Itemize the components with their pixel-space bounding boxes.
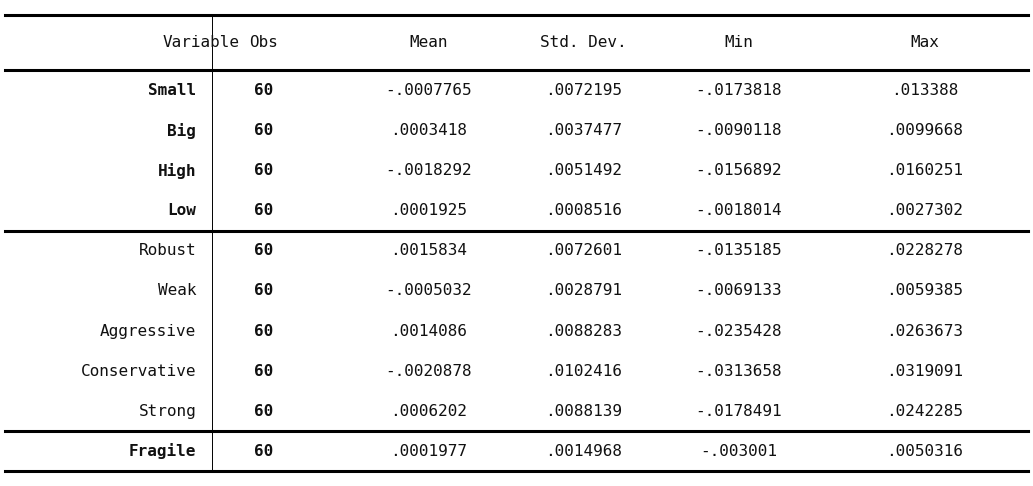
Text: .0051492: .0051492 (545, 163, 622, 178)
Text: Low: Low (167, 203, 196, 218)
Text: -.0178491: -.0178491 (695, 404, 782, 419)
Text: .0263673: .0263673 (886, 324, 963, 339)
Text: 60: 60 (254, 163, 273, 178)
Text: Conservative: Conservative (81, 364, 196, 379)
Text: .0319091: .0319091 (886, 364, 963, 379)
Text: Weak: Weak (158, 283, 196, 298)
Text: Fragile: Fragile (129, 443, 196, 459)
Text: .0014968: .0014968 (545, 444, 622, 459)
Text: -.0090118: -.0090118 (695, 123, 782, 138)
Text: 60: 60 (254, 123, 273, 138)
Text: 60: 60 (254, 243, 273, 259)
Text: 60: 60 (254, 203, 273, 218)
Text: Robust: Robust (138, 243, 196, 259)
Text: .0014086: .0014086 (390, 324, 467, 339)
Text: Big: Big (167, 122, 196, 139)
Text: .0072195: .0072195 (545, 83, 622, 98)
Text: -.0018014: -.0018014 (695, 203, 782, 218)
Text: -.003001: -.003001 (700, 444, 777, 459)
Text: .0050316: .0050316 (886, 444, 963, 459)
Text: .0015834: .0015834 (390, 243, 467, 259)
Text: -.0020878: -.0020878 (385, 364, 472, 379)
Text: -.0235428: -.0235428 (695, 324, 782, 339)
Text: Std. Dev.: Std. Dev. (540, 35, 627, 50)
Text: .013388: .013388 (890, 83, 959, 98)
Text: .0228278: .0228278 (886, 243, 963, 259)
Text: -.0173818: -.0173818 (695, 83, 782, 98)
Text: 60: 60 (254, 444, 273, 459)
Text: .0003418: .0003418 (390, 123, 467, 138)
Text: .0001925: .0001925 (390, 203, 467, 218)
Text: -.0135185: -.0135185 (695, 243, 782, 259)
Text: -.0069133: -.0069133 (695, 283, 782, 298)
Text: Small: Small (148, 83, 196, 98)
Text: .0102416: .0102416 (545, 364, 622, 379)
Text: 60: 60 (254, 364, 273, 379)
Text: Mean: Mean (409, 35, 448, 50)
Text: .0088139: .0088139 (545, 404, 622, 419)
Text: 60: 60 (254, 404, 273, 419)
Text: .0242285: .0242285 (886, 404, 963, 419)
Text: -.0005032: -.0005032 (385, 283, 472, 298)
Text: 60: 60 (254, 324, 273, 339)
Text: Max: Max (910, 35, 939, 50)
Text: .0059385: .0059385 (886, 283, 963, 298)
Text: High: High (158, 163, 196, 179)
Text: Variable: Variable (163, 35, 240, 50)
Text: .0088283: .0088283 (545, 324, 622, 339)
Text: -.0156892: -.0156892 (695, 163, 782, 178)
Text: -.0018292: -.0018292 (385, 163, 472, 178)
Text: Aggressive: Aggressive (100, 324, 196, 339)
Text: .0037477: .0037477 (545, 123, 622, 138)
Text: .0160251: .0160251 (886, 163, 963, 178)
Text: Obs: Obs (249, 35, 278, 50)
Text: .0001977: .0001977 (390, 444, 467, 459)
Text: .0072601: .0072601 (545, 243, 622, 259)
Text: Strong: Strong (138, 404, 196, 419)
Text: .0099668: .0099668 (886, 123, 963, 138)
Text: .0006202: .0006202 (390, 404, 467, 419)
Text: Min: Min (724, 35, 753, 50)
Text: .0008516: .0008516 (545, 203, 622, 218)
Text: 60: 60 (254, 83, 273, 98)
Text: -.0007765: -.0007765 (385, 83, 472, 98)
Text: -.0313658: -.0313658 (695, 364, 782, 379)
Text: .0027302: .0027302 (886, 203, 963, 218)
Text: .0028791: .0028791 (545, 283, 622, 298)
Text: 60: 60 (254, 283, 273, 298)
